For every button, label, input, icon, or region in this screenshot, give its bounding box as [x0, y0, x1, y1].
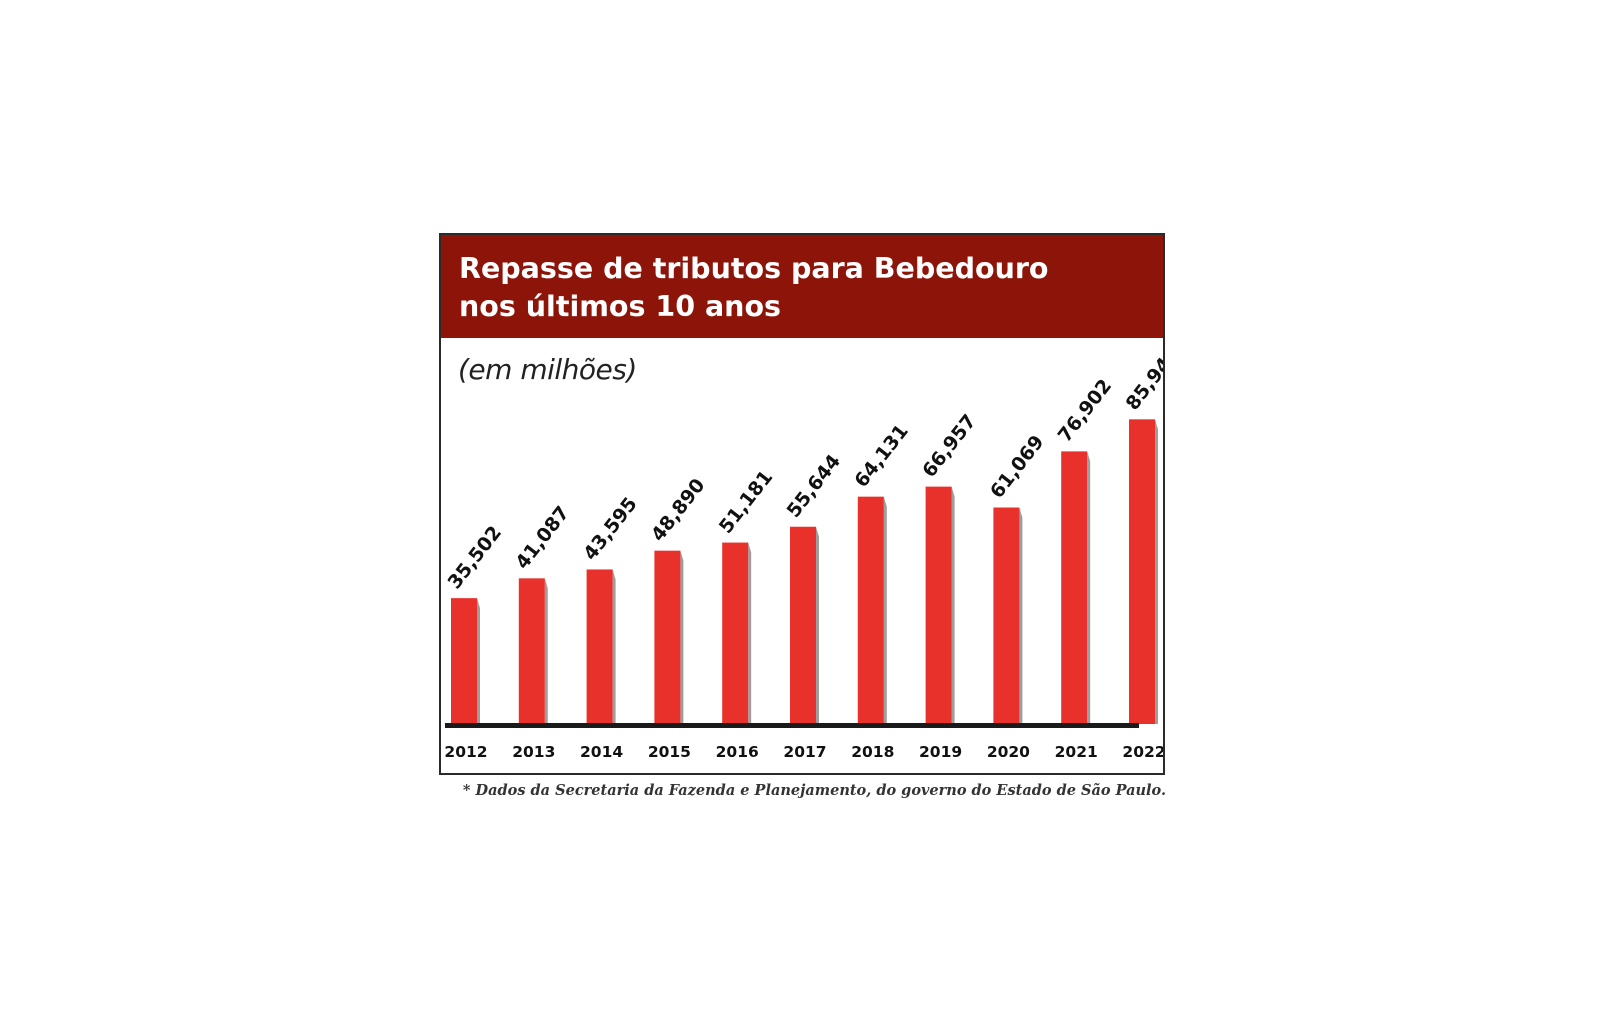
bar-2018 — [857, 496, 884, 724]
bar-shadow-2012 — [477, 598, 480, 724]
x-tick-label-2022: 2022 — [1122, 743, 1165, 761]
bar-shadow-2017 — [816, 526, 819, 724]
value-label-2018: 64,131 — [850, 420, 912, 491]
chart-footnote: * Dados da Secretaria da Fazenda e Plane… — [462, 782, 1166, 799]
bar-2015 — [654, 550, 681, 724]
bar-shadow-2016 — [748, 542, 752, 724]
x-tick-label-2017: 2017 — [783, 743, 826, 761]
bar-2014 — [586, 569, 613, 724]
chart-title-line-1: Repasse de tributos para Bebedouro — [459, 252, 1049, 285]
value-label-2013: 41,087 — [511, 502, 573, 573]
bar-shadow-2020 — [1019, 507, 1023, 724]
x-tick-label-2016: 2016 — [716, 743, 759, 761]
chart-title-line-2: nos últimos 10 anos — [459, 290, 782, 323]
x-tick-label-2014: 2014 — [580, 743, 623, 761]
chart-subtitle: (em milhões) — [458, 353, 637, 386]
bar-2021 — [1061, 451, 1088, 724]
x-tick-label-2015: 2015 — [648, 743, 691, 761]
value-label-2019: 66,957 — [918, 410, 980, 481]
x-tick-label-2020: 2020 — [987, 743, 1030, 761]
x-tick-label-2021: 2021 — [1055, 743, 1098, 761]
bar-shadow-2022 — [1155, 419, 1158, 724]
value-label-2016: 51,181 — [715, 466, 777, 537]
value-label-2012: 35,502 — [444, 522, 506, 593]
bar-2017 — [790, 526, 816, 724]
chart-card: Repasse de tributos para Bebedouro nos ú… — [439, 233, 1165, 775]
bar-2013 — [518, 578, 545, 724]
bar-shadow-2018 — [883, 496, 887, 724]
bar-chart-plot: 35,502 2012 41,087 2013 43,595 2014 48,890 2015… — [444, 343, 1165, 761]
bar-shadow-2019 — [951, 486, 955, 724]
value-label-2017: 55,644 — [783, 450, 845, 521]
value-label-2015: 48,890 — [647, 474, 709, 545]
bar-2019 — [925, 486, 952, 724]
value-label-2014: 43,595 — [579, 493, 641, 564]
chart-header: Repasse de tributos para Bebedouro nos ú… — [441, 235, 1163, 338]
x-tick-label-2012: 2012 — [444, 743, 487, 761]
x-tick-label-2019: 2019 — [919, 743, 962, 761]
x-tick-label-2013: 2013 — [512, 743, 555, 761]
bar-2016 — [722, 542, 749, 724]
bar-shadow-2014 — [612, 569, 616, 724]
bar-shadow-2015 — [680, 550, 684, 724]
bar-2012 — [451, 598, 477, 724]
value-label-2021: 76,902 — [1054, 375, 1116, 446]
bar-2020 — [993, 507, 1020, 724]
x-tick-label-2018: 2018 — [851, 743, 894, 761]
x-axis-baseline — [445, 723, 1139, 728]
bar-shadow-2013 — [544, 578, 548, 724]
bar-2022 — [1129, 419, 1155, 724]
value-label-2020: 61,069 — [986, 431, 1048, 502]
value-label-2022: 85,944 — [1122, 343, 1165, 414]
bar-shadow-2021 — [1087, 451, 1091, 724]
